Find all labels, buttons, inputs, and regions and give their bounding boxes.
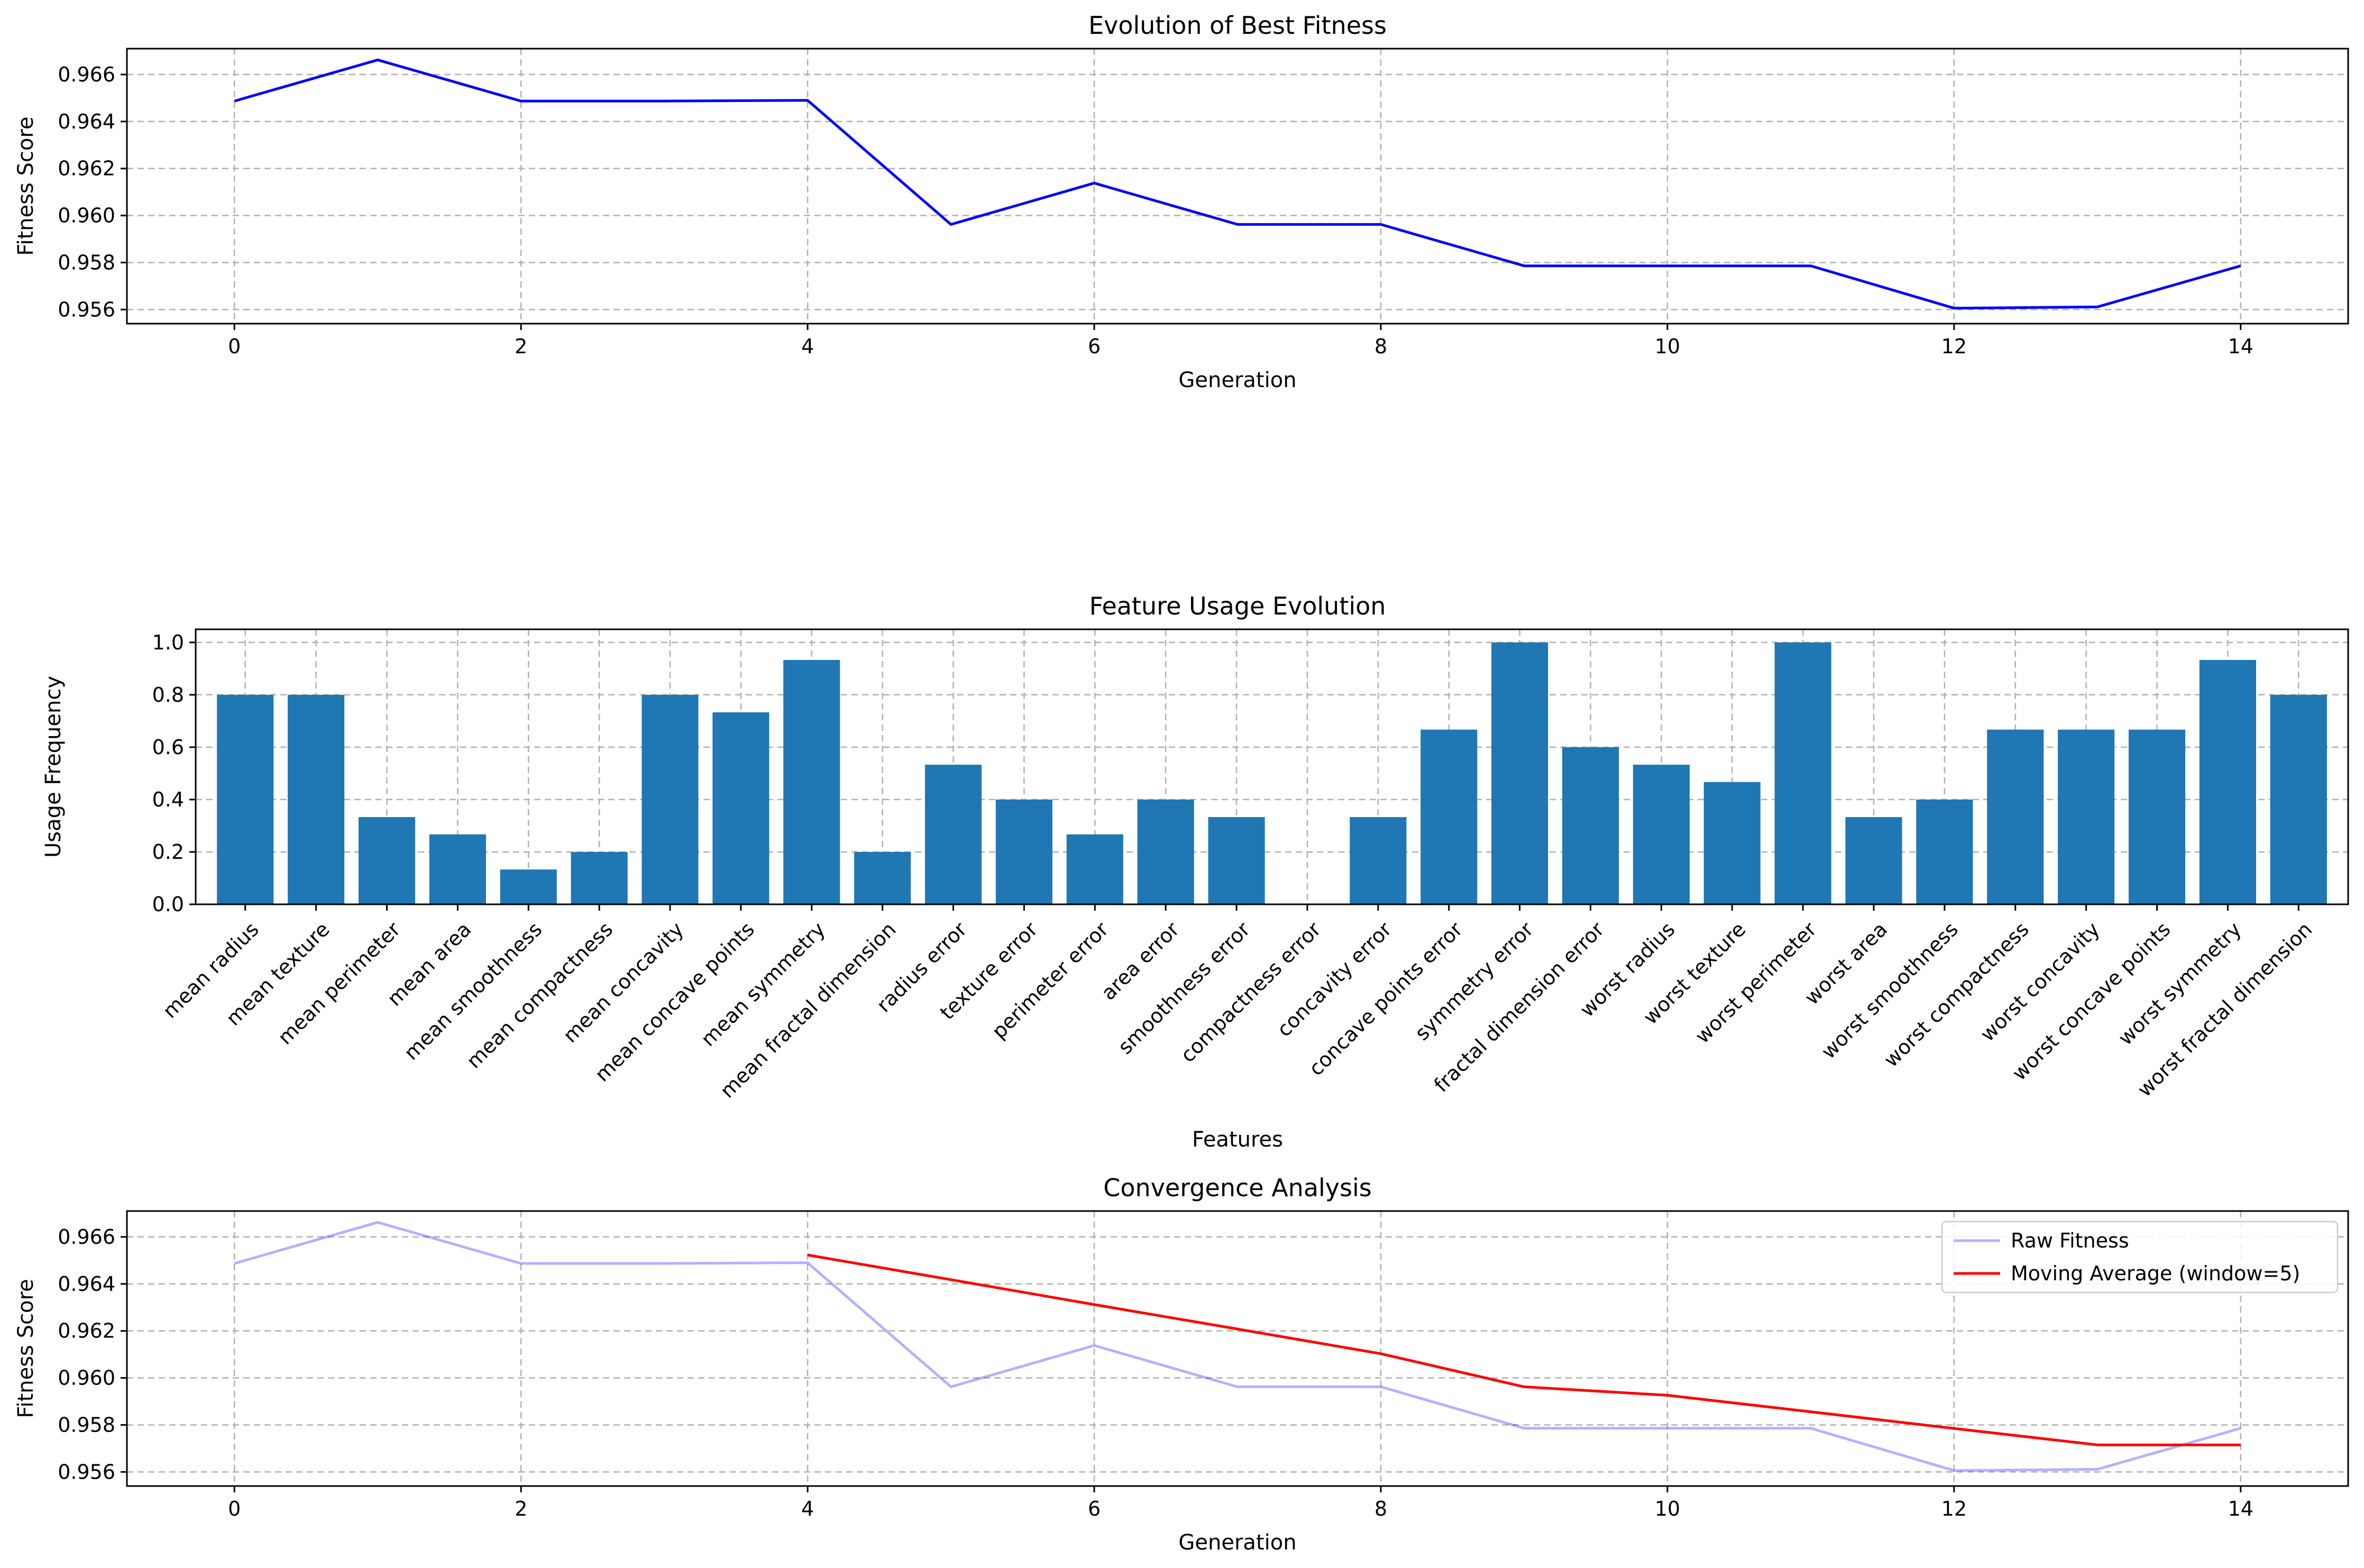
- bar: [2270, 694, 2327, 904]
- legend-label-moving-average: Moving Average (window=5): [2011, 1262, 2300, 1285]
- x-tick-label: mean concavity: [558, 918, 688, 1047]
- x-tick-label: worst perimeter: [1691, 918, 1821, 1048]
- bar: [1845, 817, 1902, 904]
- x-tick-label: 14: [2228, 335, 2253, 358]
- y-tick-label: 0.966: [58, 63, 115, 86]
- bar: [1633, 765, 1690, 904]
- bar: [1208, 817, 1265, 904]
- x-tick-label: 4: [801, 1497, 814, 1520]
- bar: [924, 765, 982, 904]
- bar: [2058, 729, 2115, 904]
- x-tick-label: worst symmetry: [2114, 918, 2246, 1050]
- x-tick-label: 4: [801, 335, 814, 358]
- x-tick-label: worst concavity: [1976, 918, 2104, 1046]
- bar: [571, 851, 628, 904]
- x-tick-label: 12: [1941, 335, 1967, 358]
- x-tick-label: 10: [1655, 335, 1680, 358]
- y-tick-label: 0.960: [58, 204, 115, 227]
- bar: [1774, 642, 1831, 904]
- y-tick-label: 0.962: [58, 1319, 115, 1343]
- x-tick-label: 2: [515, 335, 527, 358]
- x-axis-label: Generation: [1178, 368, 1296, 392]
- x-tick-label: compactness error: [1176, 918, 1326, 1067]
- series-line-raw-fitness: [234, 1221, 2241, 1472]
- y-tick-label: 0.0: [152, 893, 184, 916]
- bar: [1137, 799, 1194, 904]
- bar: [1066, 834, 1123, 904]
- x-tick-label: 0: [228, 335, 241, 358]
- bar: [1916, 799, 1973, 904]
- convergence-analysis-chart: Convergence Analysis 0.956 0.958 0.960 0.96…: [14, 1173, 2349, 1555]
- x-tick-label: 6: [1088, 335, 1101, 358]
- chart-title: Convergence Analysis: [1103, 1173, 1371, 1202]
- y-tick-label: 0.956: [58, 1460, 115, 1483]
- bar: [1562, 747, 1619, 904]
- bar: [500, 869, 557, 904]
- series-line-moving-average-window-5: [807, 1253, 2241, 1446]
- bar: [288, 694, 345, 904]
- x-tick-label: mean smoothness: [399, 918, 546, 1065]
- legend-box: [1941, 1221, 2339, 1294]
- x-tick-label: 12: [1941, 1497, 1967, 1520]
- x-tick-label: smoothness error: [1113, 918, 1254, 1059]
- bar: [783, 659, 840, 904]
- bar: [2128, 729, 2186, 904]
- y-tick-label: 0.958: [58, 1413, 115, 1436]
- y-axis-label: Usage Frequency: [41, 676, 66, 858]
- x-tick-label: mean symmetry: [697, 918, 830, 1051]
- series-line-best-fitness: [234, 58, 2241, 310]
- x-tick-label: 2: [515, 1497, 527, 1520]
- x-tick-label: symmetry error: [1410, 918, 1538, 1045]
- y-tick-label: 0.960: [58, 1367, 115, 1390]
- y-tick-label: 0.2: [152, 840, 184, 864]
- x-tick-label: 0: [228, 1497, 241, 1520]
- x-tick-label: 10: [1655, 1497, 1680, 1520]
- y-tick-label: 0.966: [58, 1225, 115, 1249]
- plot-frame: [126, 1210, 2349, 1487]
- y-tick-label: 1.0: [152, 631, 184, 654]
- bar: [1987, 729, 2044, 904]
- x-tick-label: worst smoothness: [1817, 918, 1963, 1063]
- y-tick-label: 0.956: [58, 298, 115, 321]
- y-axis-label: Fitness Score: [14, 1279, 38, 1418]
- bar: [1350, 817, 1407, 904]
- bar: [995, 799, 1052, 904]
- bar: [1703, 782, 1761, 904]
- feature-usage-chart: Feature Usage Evolution 0.0 0.2 0.4 0.6 0.8 1…: [41, 592, 2349, 1152]
- y-tick-label: 0.958: [58, 251, 115, 274]
- plot-frame: [195, 628, 2349, 905]
- y-tick-label: 0.8: [152, 683, 184, 707]
- y-tick-label: 0.964: [58, 1272, 115, 1296]
- legend-label-raw-fitness: Raw Fitness: [2011, 1229, 2129, 1252]
- y-tick-label: 0.4: [152, 788, 184, 811]
- x-tick-label: 14: [2228, 1497, 2253, 1520]
- bar: [358, 817, 416, 904]
- x-axis-label: Features: [1192, 1127, 1283, 1152]
- fitness-evolution-chart: Evolution of Best Fitness 0.956 0.958 0.96…: [14, 11, 2349, 392]
- bar: [429, 834, 486, 904]
- y-tick-label: 0.962: [58, 157, 115, 180]
- bar: [642, 694, 699, 904]
- x-tick-label: 8: [1375, 1497, 1387, 1520]
- bar: [217, 694, 274, 904]
- chart-title: Evolution of Best Fitness: [1088, 11, 1387, 40]
- chart-title: Feature Usage Evolution: [1089, 592, 1386, 620]
- bar: [1421, 729, 1478, 904]
- x-axis-label: Generation: [1178, 1530, 1296, 1555]
- x-tick-label: 6: [1088, 1497, 1101, 1520]
- y-axis-label: Fitness Score: [14, 116, 38, 255]
- y-tick-label: 0.6: [152, 736, 184, 759]
- plot-frame: [126, 48, 2349, 325]
- bar: [1491, 642, 1548, 904]
- bar: [854, 851, 911, 904]
- bar: [712, 712, 769, 904]
- legend: Raw Fitness Moving Average (window=5): [1941, 1221, 2339, 1294]
- bar: [2199, 659, 2256, 904]
- x-tick-label: mean perimeter: [273, 918, 405, 1049]
- x-tick-label: 8: [1375, 335, 1387, 358]
- y-tick-label: 0.964: [58, 110, 115, 133]
- x-tick-label: perimeter error: [987, 918, 1113, 1043]
